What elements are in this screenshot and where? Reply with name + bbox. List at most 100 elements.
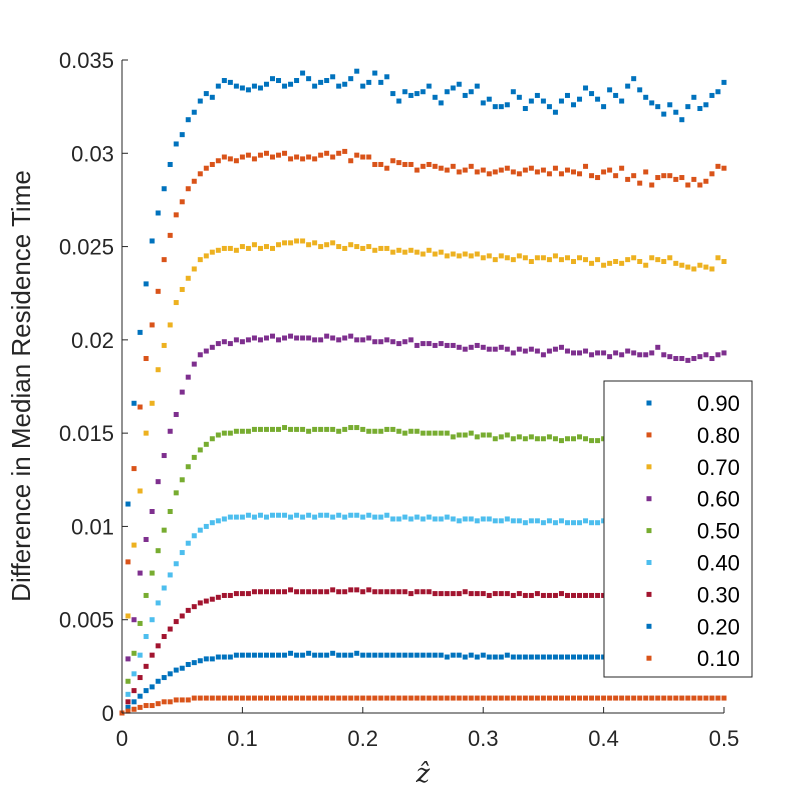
data-point	[426, 83, 432, 89]
data-point	[167, 572, 173, 578]
data-point	[450, 251, 456, 257]
data-point	[571, 350, 576, 356]
data-point	[336, 695, 342, 701]
data-point	[167, 161, 173, 167]
data-point	[613, 92, 619, 98]
data-point	[510, 436, 516, 442]
data-point	[276, 337, 282, 343]
data-point	[619, 165, 625, 171]
data-point	[577, 520, 583, 526]
data-point	[245, 512, 251, 518]
data-point	[360, 652, 366, 658]
data-point	[318, 589, 324, 595]
data-point	[251, 426, 257, 432]
data-point	[131, 706, 137, 712]
data-point	[257, 589, 263, 595]
data-point	[288, 650, 294, 656]
data-point	[534, 591, 540, 597]
data-point	[480, 432, 486, 438]
data-point	[251, 514, 257, 520]
data-point	[330, 74, 336, 80]
data-point	[390, 158, 396, 164]
data-point	[577, 171, 583, 177]
data-point	[131, 466, 137, 472]
data-point	[649, 100, 655, 106]
data-point	[155, 210, 161, 216]
data-point	[589, 173, 595, 179]
data-point	[390, 516, 396, 522]
data-point	[131, 671, 137, 677]
data-point	[167, 322, 173, 328]
data-point	[643, 352, 649, 358]
data-point	[474, 434, 480, 440]
series-0.90	[119, 68, 727, 716]
data-point	[685, 357, 691, 363]
data-point	[137, 675, 143, 681]
data-point	[462, 695, 468, 701]
data-point	[245, 591, 251, 597]
data-point	[378, 428, 384, 434]
data-point	[143, 430, 149, 436]
data-point	[203, 598, 209, 604]
data-point	[721, 695, 727, 701]
data-point	[390, 652, 396, 658]
data-point	[534, 518, 540, 524]
data-point	[607, 354, 613, 360]
data-point	[233, 83, 239, 89]
data-point	[378, 245, 384, 251]
data-point	[438, 652, 444, 658]
data-point	[456, 652, 462, 658]
data-point	[336, 150, 342, 156]
data-point	[456, 253, 462, 259]
data-point	[161, 186, 167, 192]
data-point	[306, 242, 312, 248]
data-point	[173, 561, 179, 567]
data-point	[300, 335, 306, 341]
data-point	[546, 348, 552, 354]
data-point	[179, 665, 185, 671]
data-point	[685, 182, 691, 188]
data-point	[143, 688, 149, 694]
data-point	[257, 245, 263, 251]
series-0.70	[119, 238, 727, 716]
data-point	[372, 428, 378, 434]
data-point	[366, 512, 372, 518]
data-point	[402, 161, 408, 167]
data-point	[155, 288, 161, 294]
data-point	[324, 242, 330, 248]
data-point	[583, 518, 589, 524]
data-point	[468, 516, 474, 522]
data-point	[251, 242, 257, 248]
data-point	[492, 104, 498, 110]
data-point	[558, 257, 564, 263]
data-points-layer	[119, 68, 727, 716]
data-point	[402, 589, 408, 595]
data-point	[245, 245, 251, 251]
data-point	[251, 335, 257, 341]
data-point	[432, 516, 438, 522]
data-point	[239, 428, 245, 434]
data-point	[697, 695, 703, 701]
legend-marker	[646, 655, 652, 661]
data-point	[239, 695, 245, 701]
data-point	[348, 587, 354, 593]
data-point	[637, 87, 643, 93]
data-point	[540, 436, 546, 442]
data-point	[534, 695, 540, 701]
data-point	[131, 617, 137, 623]
data-point	[498, 253, 504, 259]
data-point	[480, 100, 486, 106]
data-point	[631, 695, 637, 701]
data-point	[221, 695, 227, 701]
data-point	[143, 356, 149, 362]
data-point	[534, 255, 540, 261]
data-point	[348, 158, 354, 164]
data-point	[679, 262, 685, 268]
data-point	[661, 352, 667, 358]
data-point	[306, 695, 312, 701]
data-point	[155, 643, 161, 649]
data-point	[276, 695, 282, 701]
data-point	[354, 512, 360, 518]
data-point	[336, 652, 342, 658]
